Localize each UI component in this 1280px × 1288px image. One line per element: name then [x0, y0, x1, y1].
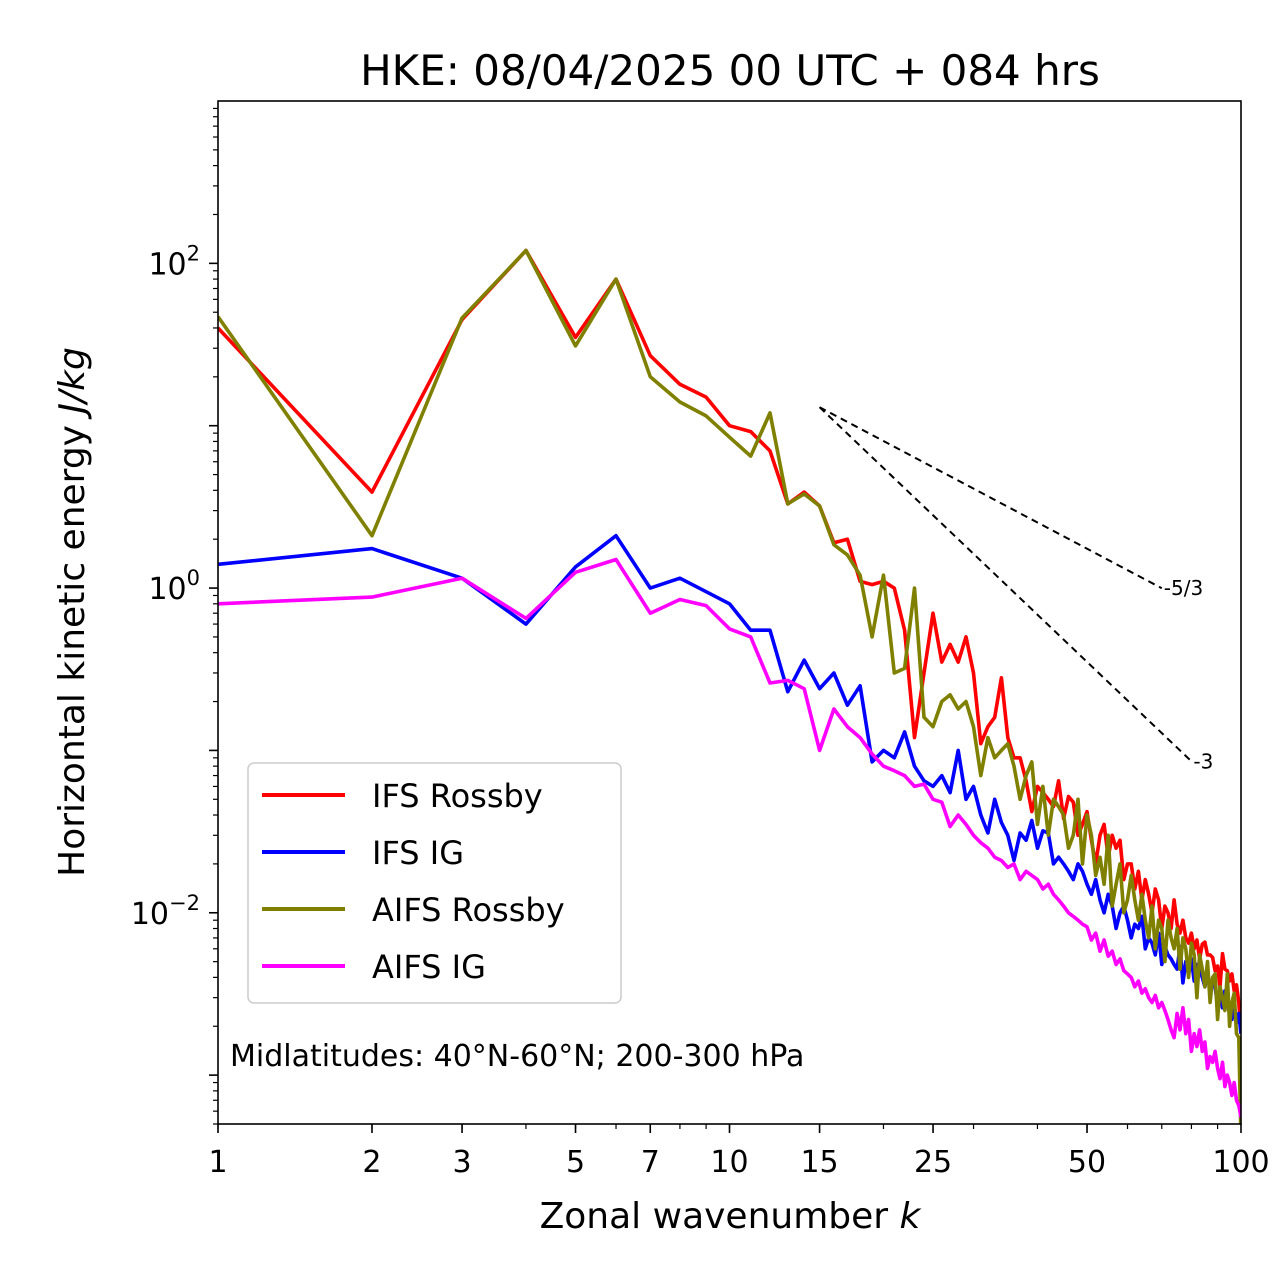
legend-label: AIFS IG	[372, 948, 486, 986]
y-tick-label: 10−2	[131, 891, 200, 932]
x-tick-label: 100	[1212, 1145, 1269, 1180]
reference-slope-lines: -5/3 -3	[818, 406, 1213, 773]
x-tick-label: 7	[641, 1145, 660, 1180]
y-tick-label: 102	[148, 241, 200, 282]
y-tick-label: 100	[148, 566, 200, 607]
legend-label: IFS Rossby	[372, 777, 543, 815]
x-axis-label: Zonal wavenumber k	[540, 1196, 923, 1237]
legend-label: AIFS Rossby	[372, 891, 565, 929]
x-tick-label: 15	[800, 1145, 838, 1180]
x-tick-label: 3	[453, 1145, 472, 1180]
legend: IFS Rossby IFS IG AIFS Rossby AIFS IG	[247, 762, 622, 1004]
x-tick-labels: 1 2 3 5 7 10 15 25 50 100	[208, 1145, 1269, 1180]
series-line-aifs-rossby	[218, 248, 1241, 1124]
reference-line-minus-three	[818, 406, 1193, 763]
series-layer	[218, 248, 1241, 1124]
x-tick-label: 50	[1068, 1145, 1106, 1180]
x-tick-label: 25	[914, 1145, 952, 1180]
chart-title: HKE: 08/04/2025 00 UTC + 084 hrs	[360, 46, 1100, 95]
legend-label: IFS IG	[372, 834, 464, 872]
region-annotation: Midlatitudes: 40°N-60°N; 200-300 hPa	[230, 1039, 804, 1074]
reference-line-minus-five-thirds	[819, 406, 1163, 590]
y-axis-label: Horizontal kinetic energy J/kg	[52, 347, 93, 877]
x-tick-label: 5	[566, 1145, 585, 1180]
x-tick-label: 2	[362, 1145, 381, 1180]
x-tick-label: 10	[710, 1145, 748, 1180]
y-tick-labels: 10−2 100 102	[131, 241, 200, 931]
reference-line-label: -5/3	[1164, 576, 1203, 600]
series-line-aifs-ig	[218, 557, 1241, 1118]
major-ticks	[209, 262, 1242, 1133]
plot-frame	[217, 100, 1242, 1125]
legend-box	[247, 762, 622, 1004]
reference-line-label: -3	[1193, 749, 1213, 773]
series-line-ifs-ig	[218, 533, 1241, 1034]
x-tick-label: 1	[208, 1145, 227, 1180]
